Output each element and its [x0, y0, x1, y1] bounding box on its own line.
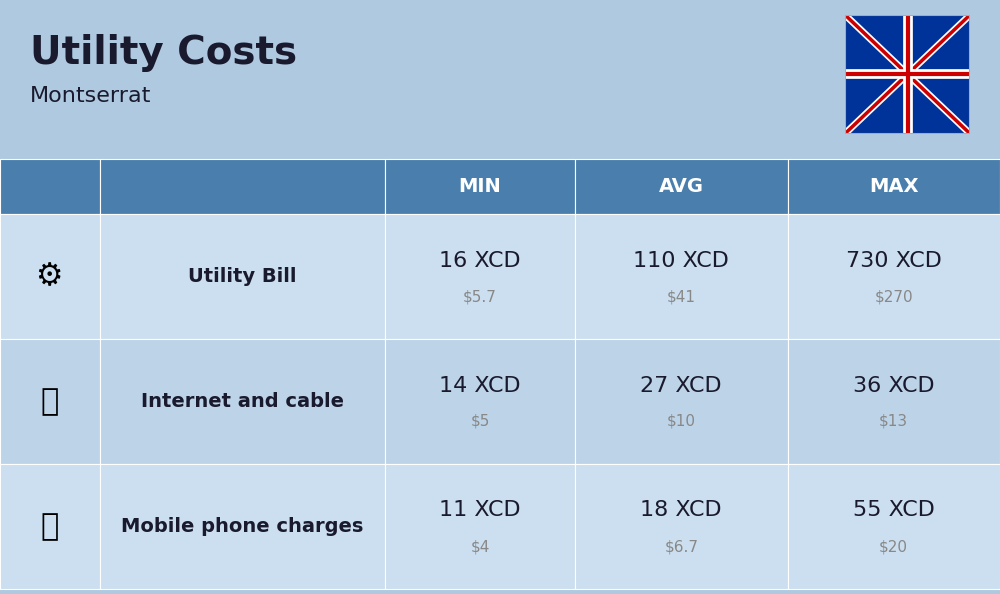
Text: $13: $13 [879, 414, 908, 429]
Text: 110 XCD: 110 XCD [633, 251, 729, 270]
Bar [100, 464, 385, 589]
Bar [385, 464, 575, 589]
Text: 📱: 📱 [41, 512, 59, 541]
Bar [100, 214, 385, 339]
Text: 14 XCD: 14 XCD [439, 375, 521, 396]
Text: Mobile phone charges: Mobile phone charges [121, 517, 364, 536]
Bar [385, 339, 575, 464]
Text: 📶: 📶 [41, 387, 59, 416]
Text: $5.7: $5.7 [463, 289, 497, 304]
Text: $5: $5 [470, 414, 490, 429]
Bar [575, 159, 788, 214]
Text: AVG: AVG [659, 177, 704, 196]
Text: 36 XCD: 36 XCD [853, 375, 935, 396]
Text: Montserrat: Montserrat [30, 86, 151, 106]
Text: MIN: MIN [459, 177, 501, 196]
Bar [788, 339, 1000, 464]
Text: ⚙️: ⚙️ [36, 262, 64, 291]
Bar [100, 159, 385, 214]
Text: Utility Bill: Utility Bill [188, 267, 297, 286]
Bar [788, 214, 1000, 339]
Bar [575, 464, 788, 589]
Bar [0, 159, 100, 214]
Text: 11 XCD: 11 XCD [439, 501, 521, 520]
Text: 730 XCD: 730 XCD [846, 251, 942, 270]
Bar [575, 214, 788, 339]
Bar [385, 214, 575, 339]
Bar [575, 339, 788, 464]
Text: Utility Costs: Utility Costs [30, 34, 297, 72]
Text: 27 XCD: 27 XCD [640, 375, 722, 396]
Bar [0, 339, 100, 464]
Text: $4: $4 [470, 539, 490, 554]
Bar [0, 464, 100, 589]
Bar [100, 339, 385, 464]
Bar [788, 464, 1000, 589]
Text: Internet and cable: Internet and cable [141, 392, 344, 411]
Text: 55 XCD: 55 XCD [853, 501, 935, 520]
Text: 18 XCD: 18 XCD [640, 501, 722, 520]
Text: $270: $270 [874, 289, 913, 304]
Bar [788, 159, 1000, 214]
Text: MAX: MAX [869, 177, 918, 196]
Text: $6.7: $6.7 [664, 539, 698, 554]
Bar [385, 159, 575, 214]
Text: $41: $41 [667, 289, 696, 304]
Text: $10: $10 [667, 414, 696, 429]
Bar [0, 214, 100, 339]
Text: $20: $20 [879, 539, 908, 554]
Text: 16 XCD: 16 XCD [439, 251, 521, 270]
